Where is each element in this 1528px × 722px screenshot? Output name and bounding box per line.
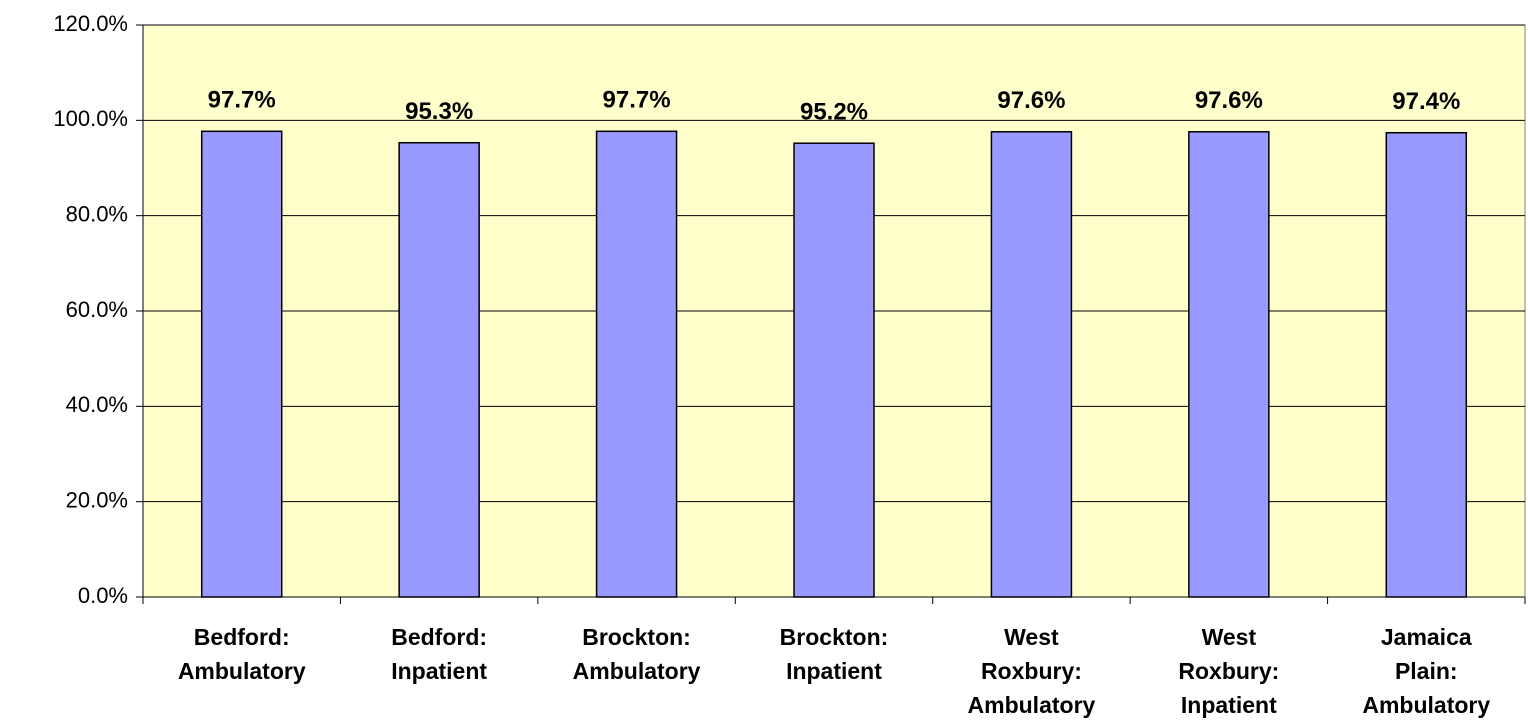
x-tick-label: Jamaica Plain: Ambulatory: [1362, 624, 1491, 718]
value-label: 97.7%: [208, 87, 276, 114]
y-tick-label: 100.0%: [53, 106, 128, 131]
bar: [200, 130, 283, 598]
y-tick-label: 40.0%: [66, 392, 128, 417]
x-tick-label: Bedford: Ambulatory: [177, 624, 306, 684]
bar: [1188, 131, 1270, 598]
value-label: 95.2%: [800, 99, 868, 126]
bar: [793, 142, 875, 598]
value-label: 97.4%: [1392, 88, 1460, 115]
x-tick-label: Bedford: Inpatient: [391, 624, 488, 684]
x-tick-label: Brockton: Ambulatory: [572, 624, 701, 684]
y-tick-label: 20.0%: [66, 487, 128, 512]
y-tick-label: 0.0%: [78, 583, 128, 608]
bar: [398, 141, 480, 598]
x-tick-label: West Roxbury: Inpatient: [1178, 624, 1280, 718]
y-tick-label: 60.0%: [66, 297, 128, 322]
y-tick-label: 80.0%: [66, 201, 128, 226]
x-tick-label: Brockton: Inpatient: [779, 624, 889, 684]
y-tick-label: 120.0%: [53, 11, 128, 36]
value-label: 97.6%: [1195, 87, 1263, 114]
bar: [595, 130, 678, 598]
bar: [1385, 131, 1468, 598]
value-label: 97.6%: [997, 87, 1065, 114]
x-tick-label: West Roxbury: Ambulatory: [967, 624, 1096, 718]
value-label: 95.3%: [405, 98, 473, 125]
value-label: 97.7%: [603, 87, 671, 114]
bar: [990, 131, 1073, 598]
